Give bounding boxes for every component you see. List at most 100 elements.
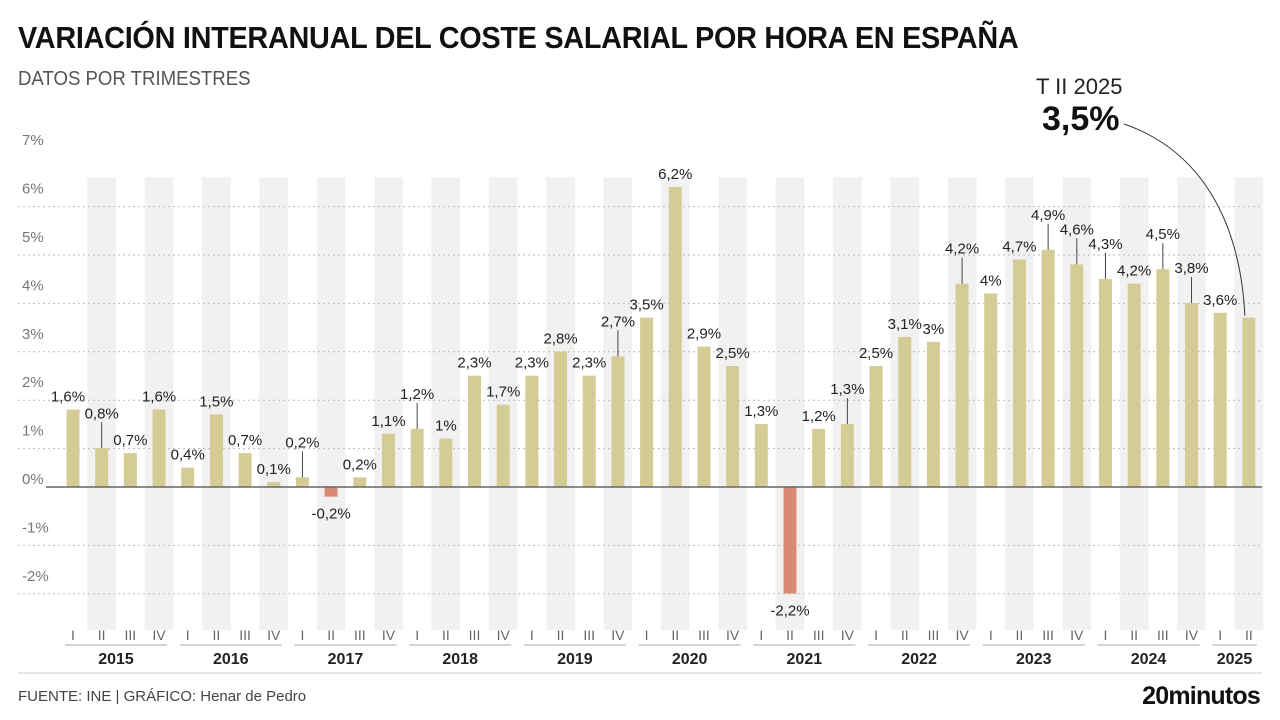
x-axis: I II III IV I II III IV I II III IV I II III IV I II III IV… [65, 627, 1257, 668]
y-tick-label: 7% [22, 132, 44, 149]
quarter-label: IV [267, 627, 281, 643]
bar [1242, 317, 1256, 487]
y-tick-label: 5% [22, 229, 44, 246]
quarter-label: III [1042, 627, 1054, 643]
quarter-label: I [989, 627, 993, 643]
data-label: 1,2% [400, 386, 434, 403]
y-tick-label: 3% [22, 326, 44, 343]
brand-logo: 20minutos [1142, 682, 1261, 710]
bar [697, 346, 711, 487]
quarter-label: I [415, 627, 419, 643]
y-tick-label: 6% [22, 181, 44, 198]
gridlines [18, 206, 1262, 595]
callout-value: 3,5% [1042, 100, 1120, 138]
quarter-label: I [300, 627, 304, 643]
quarter-label: I [186, 627, 190, 643]
y-tick-label: 2% [22, 374, 44, 391]
data-label: 1,7% [486, 384, 520, 401]
bar [353, 477, 367, 487]
bar [754, 424, 768, 487]
data-label: -2,2% [770, 602, 809, 619]
bar [955, 283, 969, 487]
data-label: 1,1% [371, 413, 405, 430]
data-label: 2,7% [601, 313, 635, 330]
bar [984, 293, 998, 487]
quarter-label: III [583, 627, 595, 643]
bar [95, 448, 109, 487]
quarter-label: I [530, 627, 534, 643]
bar [123, 453, 137, 487]
data-label: 1,6% [51, 389, 85, 406]
quarter-label: II [901, 627, 909, 643]
y-axis-ticks: -2% -1% 0% 1% 2% 3% 4% 5% 6% 7% [22, 132, 49, 585]
quarter-label: II [327, 627, 335, 643]
callout-connector [1123, 123, 1246, 316]
callout-label: T II 2025 [1036, 74, 1123, 99]
stripe [87, 177, 117, 631]
data-label: 4,2% [1117, 263, 1151, 280]
bar [1041, 249, 1055, 487]
quarter-label: IV [1070, 627, 1084, 643]
quarter-label: I [645, 627, 649, 643]
bar [1098, 278, 1112, 487]
year-label: 2017 [328, 651, 364, 668]
data-label: 1,3% [830, 381, 864, 398]
bar [611, 356, 625, 487]
bar [582, 375, 596, 487]
y-tick-label: 4% [22, 277, 44, 294]
stripe [202, 177, 231, 631]
bar [209, 414, 223, 487]
bar [668, 186, 682, 488]
data-label: 3,6% [1203, 292, 1237, 309]
quarter-label: III [469, 627, 481, 643]
year-label: 2019 [557, 651, 593, 668]
quarter-label: II [671, 627, 679, 643]
quarter-label: II [557, 627, 565, 643]
bar [525, 375, 539, 487]
quarter-label: III [813, 627, 825, 643]
data-label: 4,5% [1146, 226, 1180, 243]
year-label: 2025 [1217, 651, 1253, 668]
quarter-label: IV [497, 627, 511, 643]
quarter-label: I [1104, 627, 1108, 643]
data-label: 4,2% [945, 241, 979, 258]
data-label: 2,8% [543, 330, 577, 347]
data-label: 1,6% [142, 389, 176, 406]
quarter-label: IV [382, 627, 396, 643]
quarter-label: III [354, 627, 366, 643]
data-label: 2,3% [572, 355, 606, 372]
quarter-label: II [213, 627, 221, 643]
stripe [431, 177, 461, 631]
quarter-label: III [928, 627, 940, 643]
bar [496, 404, 510, 487]
data-label: 3,8% [1174, 260, 1208, 277]
data-label: 4,7% [1002, 239, 1036, 256]
bar [1012, 259, 1026, 487]
source-credit: FUENTE: INE | GRÁFICO: Henar de Pedro [18, 688, 307, 705]
bar [726, 366, 740, 487]
data-label: 1,5% [199, 393, 233, 410]
quarter-label: III [125, 627, 137, 643]
bar [381, 433, 395, 487]
quarter-label: II [1016, 627, 1024, 643]
bar [898, 336, 912, 487]
data-label: 4,6% [1060, 221, 1094, 238]
year-label: 2021 [787, 651, 823, 668]
bar [812, 428, 826, 487]
bar [410, 428, 424, 487]
quarter-label: I [1218, 627, 1222, 643]
quarter-label: IV [152, 627, 166, 643]
data-label: -0,2% [312, 506, 351, 523]
bars [66, 186, 1256, 594]
data-label: 3,5% [629, 297, 663, 314]
bar [238, 453, 252, 487]
chart-subtitle: DATOS POR TRIMESTRES [18, 68, 251, 90]
quarter-label: IV [726, 627, 740, 643]
bar [66, 409, 80, 487]
year-label: 2024 [1131, 651, 1167, 668]
quarter-label: I [759, 627, 763, 643]
data-label: 2,5% [716, 345, 750, 362]
quarter-label: I [874, 627, 878, 643]
bar [783, 487, 797, 594]
